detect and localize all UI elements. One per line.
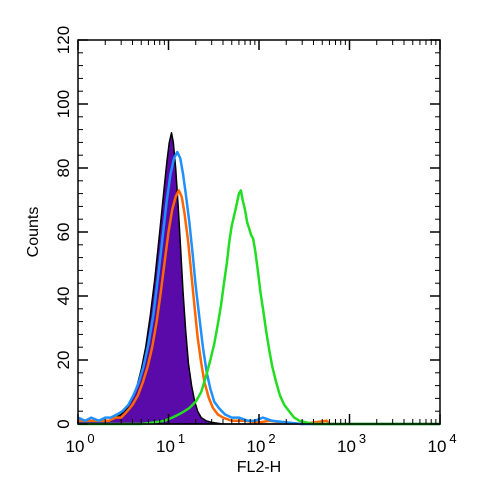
x-tick-label: 10 — [247, 437, 266, 456]
x-tick-exponent: 4 — [449, 431, 456, 446]
x-tick-label: 10 — [156, 437, 175, 456]
y-tick-label: 40 — [54, 287, 73, 306]
series-3-line — [78, 189, 440, 426]
plot-series-group — [77, 132, 441, 426]
x-tick-exponent: 3 — [359, 431, 366, 446]
y-tick-label: 80 — [54, 159, 73, 178]
x-tick-exponent: 0 — [87, 431, 94, 446]
y-tick-label: 60 — [54, 223, 73, 242]
x-tick-label: 10 — [428, 437, 447, 456]
series-1-line — [78, 189, 440, 426]
x-tick-exponent: 1 — [178, 431, 185, 446]
y-tick-label: 100 — [54, 90, 73, 118]
y-tick-label: 20 — [54, 351, 73, 370]
y-tick-label: 0 — [54, 419, 73, 428]
series-2-line — [77, 150, 440, 426]
plot-frame — [77, 39, 441, 425]
x-tick-label: 10 — [337, 437, 356, 456]
x-axis-title: FL2-H — [237, 459, 281, 476]
y-tick-label: 120 — [54, 26, 73, 54]
x-tick-label: 10 — [66, 437, 85, 456]
y-axis-title: Counts — [25, 207, 42, 258]
x-tick-exponent: 2 — [268, 431, 275, 446]
